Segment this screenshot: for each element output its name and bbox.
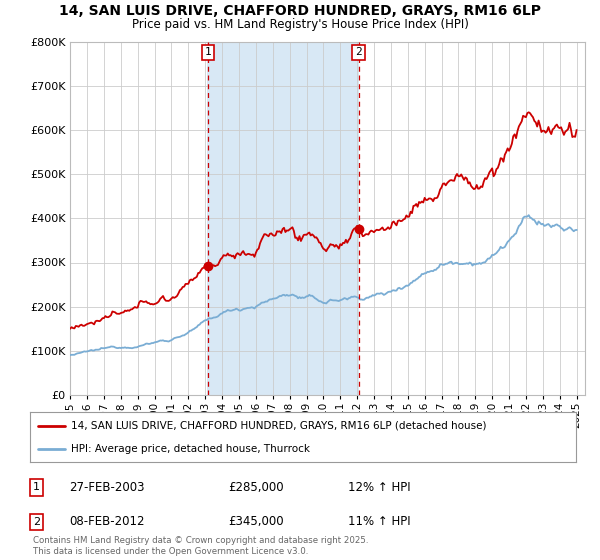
Text: £345,000: £345,000 bbox=[228, 515, 284, 529]
Text: 27-FEB-2003: 27-FEB-2003 bbox=[69, 480, 145, 494]
Bar bbox=[208, 42, 359, 395]
Text: 14, SAN LUIS DRIVE, CHAFFORD HUNDRED, GRAYS, RM16 6LP (detached house): 14, SAN LUIS DRIVE, CHAFFORD HUNDRED, GR… bbox=[71, 421, 487, 431]
Text: Contains HM Land Registry data © Crown copyright and database right 2025.
This d: Contains HM Land Registry data © Crown c… bbox=[33, 536, 368, 556]
Text: 08-FEB-2012: 08-FEB-2012 bbox=[69, 515, 145, 529]
Text: 1: 1 bbox=[205, 47, 211, 57]
Text: 2: 2 bbox=[355, 47, 362, 57]
Text: 1: 1 bbox=[33, 482, 40, 492]
Text: 11% ↑ HPI: 11% ↑ HPI bbox=[348, 515, 410, 529]
Text: HPI: Average price, detached house, Thurrock: HPI: Average price, detached house, Thur… bbox=[71, 445, 310, 454]
Text: £285,000: £285,000 bbox=[228, 480, 284, 494]
Text: 2: 2 bbox=[33, 517, 40, 527]
Text: 14, SAN LUIS DRIVE, CHAFFORD HUNDRED, GRAYS, RM16 6LP: 14, SAN LUIS DRIVE, CHAFFORD HUNDRED, GR… bbox=[59, 4, 541, 18]
Text: Price paid vs. HM Land Registry's House Price Index (HPI): Price paid vs. HM Land Registry's House … bbox=[131, 18, 469, 31]
Text: 12% ↑ HPI: 12% ↑ HPI bbox=[348, 480, 410, 494]
